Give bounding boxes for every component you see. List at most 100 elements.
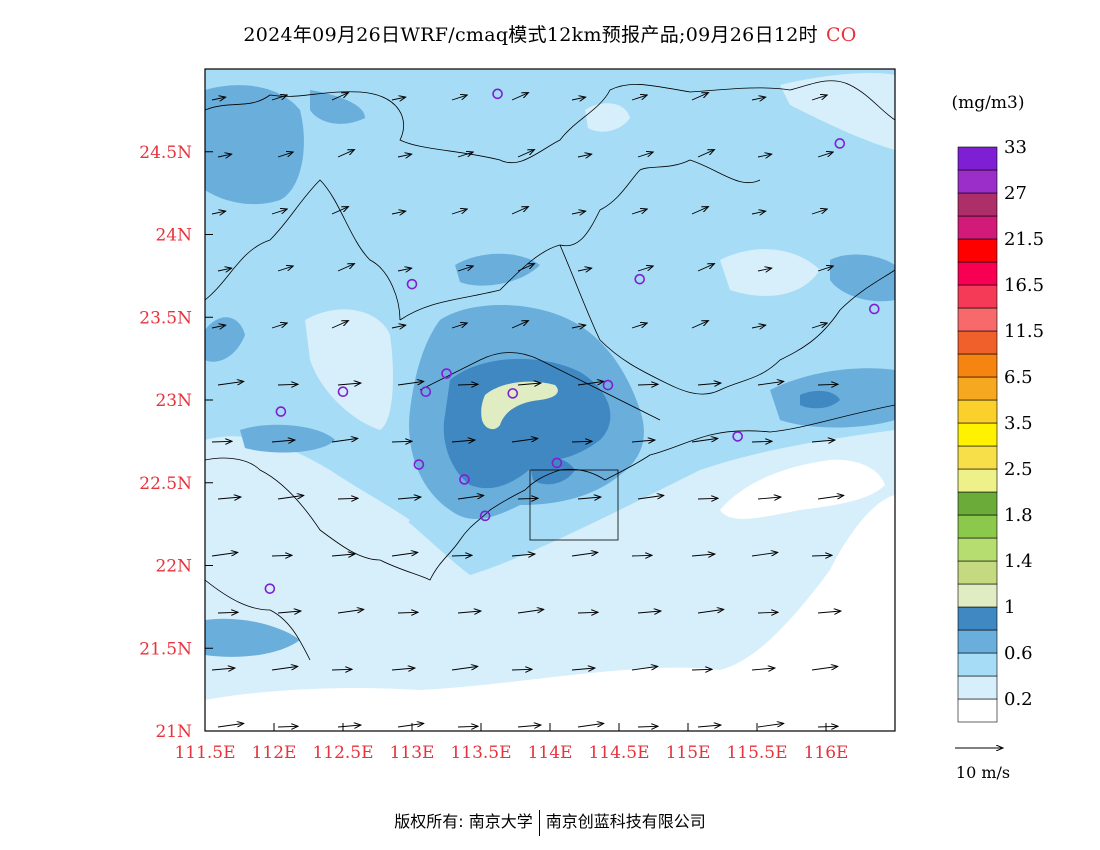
wind-vector: [631, 209, 647, 215]
wind-vector: [697, 150, 714, 158]
wind-vector: [571, 97, 586, 100]
footer-separator: [538, 809, 540, 836]
wind-vector: [511, 438, 538, 443]
wind-vector: [271, 95, 287, 101]
county-boundary-west: [205, 179, 401, 321]
y-tick-label: 23.5N: [139, 308, 192, 328]
wind-vector: [217, 381, 244, 386]
sea-low-fill: [205, 430, 895, 731]
peak-concentration-fill: [481, 381, 558, 430]
y-tick-label: 24N: [155, 226, 192, 246]
wind-vector: [517, 383, 541, 385]
station-marker: [459, 474, 470, 485]
x-tick-label: 112E: [252, 743, 297, 763]
wind-vector: [331, 438, 358, 443]
wind-vector: [637, 384, 658, 385]
colorbar-swatch: [957, 169, 998, 194]
colorbar-swatch: [957, 537, 998, 562]
wind-vector: [457, 611, 481, 613]
x-tick-label: 112.5E: [312, 743, 373, 763]
wind-vector: [271, 209, 287, 215]
wind-vector: [211, 325, 226, 328]
colorbar-label: 0.6: [1004, 643, 1033, 664]
wind-vector: [631, 555, 652, 556]
species-label: CO: [825, 24, 857, 46]
wind-vector: [811, 209, 827, 215]
x-tick-label: 113.5E: [450, 743, 511, 763]
wind-vector: [457, 266, 473, 272]
hong-kong-box: [529, 469, 619, 541]
wind-vector: [451, 323, 467, 329]
wind-vector: [631, 95, 647, 101]
copyright-footer: 版权所有: 南京大学 南京创蓝科技有限公司: [0, 808, 1100, 836]
city-boundary: [419, 352, 661, 421]
x-tick-label: 113E: [390, 743, 435, 763]
y-tick-label: 21N: [155, 722, 192, 742]
colorbar-swatch: [957, 422, 998, 447]
wind-vector: [691, 669, 712, 670]
wind-vector: [211, 552, 238, 557]
wind-vector: [277, 266, 293, 272]
wind-vector: [337, 725, 361, 727]
station-marker: [868, 303, 880, 315]
wind-vector: [337, 150, 354, 158]
wind-vector: [511, 93, 528, 101]
wind-vector: [457, 495, 484, 500]
leizhou-boundary: [205, 579, 311, 661]
colorbar-label: 1.8: [1004, 505, 1033, 526]
coastline: [205, 404, 895, 581]
wind-vector: [277, 495, 304, 500]
footer-right: 南京创蓝科技有限公司: [545, 812, 706, 831]
east-high-fill: [800, 390, 840, 409]
colorbar-label: 1: [1004, 597, 1015, 618]
wind-vector: [697, 498, 718, 499]
y-tick-label: 22.5N: [139, 474, 192, 494]
station-marker: [492, 88, 503, 100]
north-low-fill: [585, 103, 630, 132]
wind-vector: [397, 268, 412, 271]
west-edge-mid-fill: [205, 317, 245, 362]
wind-vector: [511, 669, 532, 670]
colorbar-swatch: [957, 629, 998, 654]
wind-vector: [451, 555, 472, 556]
station-marker: [337, 386, 349, 398]
wind-vector: [637, 266, 653, 272]
wind-vector: [517, 609, 544, 614]
wind-vector: [751, 441, 772, 442]
y-tick-label: 23N: [155, 391, 192, 411]
wind-vector: [511, 207, 528, 215]
wind-vector: [271, 323, 287, 329]
wind-vector: [757, 268, 772, 271]
station-marker: [441, 368, 452, 379]
colorbar-swatch: [957, 445, 998, 470]
wind-vector: [391, 668, 415, 670]
colorbar-swatch: [957, 583, 998, 608]
station-marker: [732, 431, 743, 442]
wind-vector: [391, 441, 412, 442]
wind-vector: [277, 384, 298, 385]
wind-vector: [331, 207, 348, 215]
concentration-field: [205, 69, 895, 731]
wind-vector: [217, 497, 241, 499]
wind-vector: [391, 325, 406, 328]
sea-white-fill: [205, 495, 895, 731]
colorbar-swatch: [957, 330, 998, 355]
wind-vector: [217, 154, 232, 157]
wind-vector: [391, 552, 418, 557]
prd-high-fill: [443, 358, 611, 489]
boundary-lines: [205, 80, 895, 661]
station-marker: [406, 278, 418, 290]
wind-vector: [697, 383, 721, 385]
wind-vector: [451, 209, 467, 215]
wind-vector: [577, 268, 592, 271]
colorbar: 0.2 0.6 1 1.4 1.8 2.5 3.5 6.5 11.5 16.5 21.5 27 33: [957, 137, 1044, 723]
wind-vector: [817, 726, 838, 727]
colorbar-swatch: [957, 560, 998, 585]
colorbar-label: 27: [1004, 183, 1027, 204]
wind-vector: [511, 321, 528, 329]
wind-vector: [637, 611, 661, 613]
colorbar-swatch: [957, 353, 998, 378]
title-text: 2024年09月26日WRF/cmaq模式12km预报产品;09月26日12时: [243, 24, 818, 46]
west-mid-fill: [240, 424, 335, 453]
wind-vector: [331, 554, 355, 556]
